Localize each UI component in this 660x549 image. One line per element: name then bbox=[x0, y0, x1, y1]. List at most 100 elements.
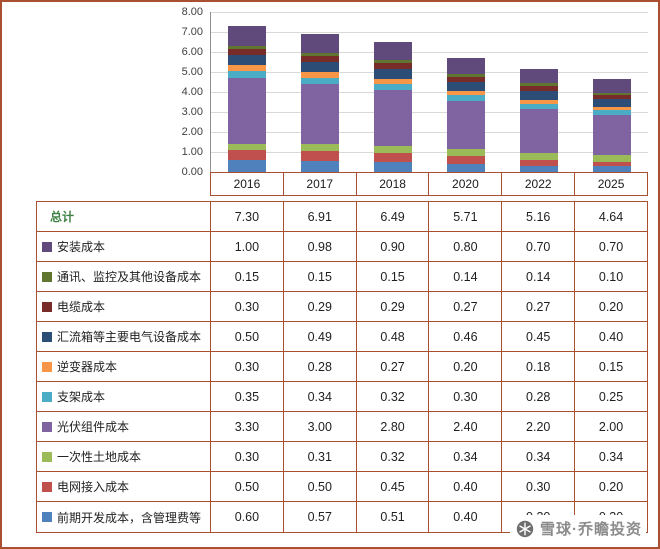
value-cell: 0.35 bbox=[211, 382, 284, 411]
row-label-cell: 光伏组件成本 bbox=[37, 412, 211, 441]
bar-segment bbox=[519, 91, 558, 101]
value-cell: 0.32 bbox=[357, 442, 430, 471]
bar-segment bbox=[374, 63, 413, 70]
bar-segment bbox=[228, 71, 267, 78]
value-cell: 0.20 bbox=[429, 352, 503, 381]
bar-column bbox=[502, 12, 575, 172]
table-row-total: 总计 7.30 6.91 6.49 5.71 5.16 4.64 bbox=[37, 202, 647, 232]
bar-segment bbox=[446, 101, 485, 150]
bar-segment bbox=[519, 166, 558, 172]
bar-stack bbox=[592, 12, 631, 172]
bar-segment bbox=[228, 55, 267, 65]
bar-segment bbox=[592, 99, 631, 108]
y-axis: 8.00 7.00 6.00 5.00 4.00 3.00 2.00 1.00 0.00 bbox=[36, 6, 210, 178]
bar-segment bbox=[592, 166, 631, 172]
value-cell: 3.00 bbox=[284, 412, 357, 441]
bar-segment bbox=[446, 76, 485, 83]
row-label-cell: 汇流箱等主要电气设备成本 bbox=[37, 322, 211, 351]
bar-segment bbox=[519, 85, 558, 92]
value-cell: 0.40 bbox=[429, 472, 503, 501]
bar-segment bbox=[301, 56, 340, 63]
value-cell: 0.30 bbox=[211, 292, 284, 321]
value-cell: 0.31 bbox=[284, 442, 357, 471]
table-row: 一次性土地成本 0.30 0.31 0.32 0.34 0.34 0.34 bbox=[37, 442, 647, 472]
bar-stack bbox=[519, 12, 558, 172]
table-row: 汇流箱等主要电气设备成本 0.50 0.49 0.48 0.46 0.45 0.40 bbox=[37, 322, 647, 352]
x-tick-label: 2020 bbox=[428, 173, 501, 195]
bar-segment bbox=[374, 60, 413, 64]
bar-segment bbox=[301, 53, 340, 57]
row-label: 一次性土地成本 bbox=[57, 450, 142, 464]
bar-segment bbox=[446, 95, 485, 102]
x-tick-label: 2018 bbox=[355, 173, 429, 195]
value-cell: 0.57 bbox=[284, 502, 357, 532]
value-cell: 2.00 bbox=[598, 419, 624, 434]
y-tick-label: 8.00 bbox=[181, 6, 203, 18]
bar-segment bbox=[301, 72, 340, 78]
row-label-cell: 前期开发成本，含管理费等 bbox=[37, 502, 211, 532]
row-label: 前期开发成本，含管理费等 bbox=[57, 510, 202, 525]
value-cell: 0.25 bbox=[598, 389, 624, 404]
row-label-cell: 电网接入成本 bbox=[37, 472, 211, 501]
value-cell: 0.15 bbox=[211, 262, 284, 291]
x-axis: 2016 2017 2018 2020 2022 2025 bbox=[210, 172, 648, 196]
value-cell: 0.90 bbox=[357, 232, 430, 261]
value-cell: 2.80 bbox=[357, 412, 430, 441]
value-cell: 0.50 bbox=[284, 472, 357, 501]
bar-segment bbox=[228, 46, 267, 49]
bar-segment bbox=[519, 68, 558, 83]
value-cell: 0.98 bbox=[284, 232, 357, 261]
stacked-bar-chart: 8.00 7.00 6.00 5.00 4.00 3.00 2.00 1.00 0.00 201… bbox=[36, 6, 650, 196]
y-tick-label: 5.00 bbox=[181, 66, 203, 78]
row-label-cell: 通讯、监控及其他设备成本 bbox=[37, 262, 211, 291]
x-tick-label: 2017 bbox=[282, 173, 356, 195]
bar-segment bbox=[519, 82, 558, 86]
value-cell: 4.64 bbox=[598, 209, 624, 224]
bar-column bbox=[211, 12, 284, 172]
y-tick-label: 4.00 bbox=[181, 86, 203, 98]
table-row: 支架成本 0.35 0.34 0.32 0.30 0.28 0.25 bbox=[37, 382, 647, 412]
legend-marker-icon bbox=[42, 481, 52, 492]
value-cell: 0.30 bbox=[211, 442, 284, 471]
legend-marker-icon bbox=[42, 331, 52, 342]
bar-segment bbox=[446, 73, 485, 77]
row-label: 逆变器成本 bbox=[57, 360, 118, 374]
bar-segment bbox=[228, 150, 267, 160]
value-cell: 0.46 bbox=[429, 322, 503, 351]
value-cell: 0.34 bbox=[429, 442, 503, 471]
y-tick-label: 0.00 bbox=[181, 166, 203, 178]
bar-segment bbox=[301, 33, 340, 54]
bar-segment bbox=[446, 156, 485, 164]
bar-column bbox=[429, 12, 502, 172]
value-cell: 0.29 bbox=[357, 292, 430, 321]
bar-segment bbox=[519, 103, 558, 110]
row-label: 汇流箱等主要电气设备成本 bbox=[57, 330, 202, 344]
value-cell: 0.45 bbox=[502, 322, 576, 351]
value-cell: 3.30 bbox=[211, 412, 284, 441]
watermark: 雪球·乔瞻投资 bbox=[510, 515, 646, 542]
bar-segment bbox=[592, 107, 631, 111]
snowball-logo-icon bbox=[516, 520, 534, 537]
value-cell: 0.40 bbox=[598, 329, 624, 344]
row-label-cell: 支架成本 bbox=[37, 382, 211, 411]
row-label: 通讯、监控及其他设备成本 bbox=[57, 270, 202, 284]
row-label: 总计 bbox=[50, 210, 75, 224]
value-cell: 0.15 bbox=[357, 262, 430, 291]
value-cell: 0.40 bbox=[429, 502, 503, 532]
value-cell: 5.16 bbox=[502, 202, 576, 231]
plot-area bbox=[210, 12, 648, 172]
table-row: 光伏组件成本 3.30 3.00 2.80 2.40 2.20 2.00 bbox=[37, 412, 647, 442]
bar-segment bbox=[592, 79, 631, 94]
value-cell: 0.34 bbox=[502, 442, 576, 471]
bar-segment bbox=[374, 84, 413, 91]
bar-segment bbox=[592, 95, 631, 100]
bar-segment bbox=[446, 57, 485, 74]
watermark-text: 雪球·乔瞻投资 bbox=[540, 521, 642, 538]
row-label-cell: 一次性土地成本 bbox=[37, 442, 211, 471]
bar-segment bbox=[228, 26, 267, 46]
bar-segment bbox=[446, 82, 485, 92]
value-cell: 0.48 bbox=[357, 322, 430, 351]
bar-segment bbox=[228, 65, 267, 71]
bar-segment bbox=[228, 49, 267, 55]
row-label-cell: 安装成本 bbox=[37, 232, 211, 261]
